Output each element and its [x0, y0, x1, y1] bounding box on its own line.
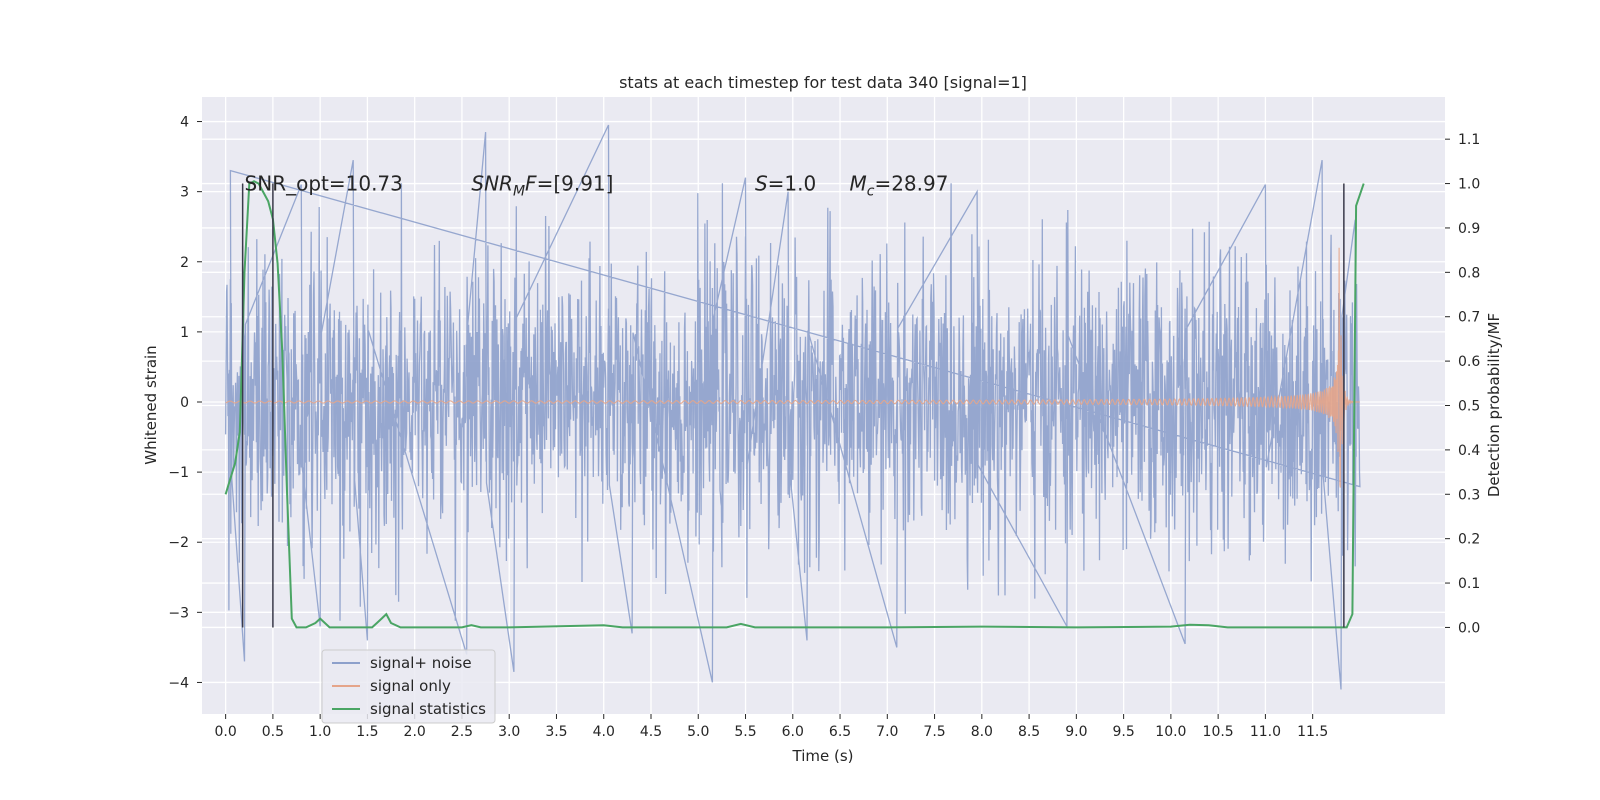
y2-tick-label: 0.6: [1458, 354, 1480, 370]
legend-label-signal-only: signal only: [370, 677, 451, 695]
legend-box: [321, 649, 496, 724]
y2-axis-label: Detection probability/MF: [1485, 313, 1503, 497]
x-tick-label: 6.0: [782, 724, 804, 740]
y2-tick-label: 1.0: [1458, 177, 1480, 193]
series-layer: [224, 124, 1365, 690]
chart-title: stats at each timestep for test data 340…: [619, 73, 1027, 92]
annotation-snr-mf: SNRMF=[9.91]: [471, 172, 613, 200]
y-tick-label: 2: [180, 255, 189, 271]
annotation-snr-opt: SNR_opt=10.73: [245, 172, 403, 196]
legend-label-signal-statistics: signal statistics: [370, 700, 486, 718]
x-tick-label: 3.5: [545, 724, 567, 740]
y2-tick-label: 0.1: [1458, 576, 1480, 592]
legend-label-signal-noise: signal+ noise: [370, 654, 472, 672]
x-tick-label: 8.5: [1018, 724, 1040, 740]
vertical-markers: [241, 183, 1345, 628]
y2-tick-label: 0.5: [1458, 399, 1480, 415]
y2-tick-label: 0.2: [1458, 532, 1480, 548]
annotation-s-value: S=1.0: [755, 172, 816, 196]
x-tick-label: 8.0: [971, 724, 993, 740]
x-tick-label: 0.5: [262, 724, 284, 740]
y-tick-label: 4: [180, 115, 189, 131]
x-tick-label: 2.5: [451, 724, 473, 740]
x-tick-label: 5.5: [734, 724, 756, 740]
x-tick-label: 2.0: [404, 724, 426, 740]
x-tick-label: 6.5: [829, 724, 851, 740]
y2-tick-label: 0.4: [1458, 443, 1480, 459]
y-tick-label: −4: [168, 675, 189, 691]
x-tick-label: 11.5: [1297, 724, 1328, 740]
x-tick-label: 4.0: [593, 724, 615, 740]
y2-tick-label: 0.9: [1458, 221, 1480, 237]
y-tick-label: 0: [180, 395, 189, 411]
x-tick-label: 5.0: [687, 724, 709, 740]
x-tick-label: 3.0: [498, 724, 520, 740]
y2-tick-label: 0.0: [1458, 620, 1480, 636]
annotations: SNR_opt=10.73 SNRMF=[9.91] S=1.0 Mc=28.97: [245, 172, 949, 200]
x-tick-label: 4.5: [640, 724, 662, 740]
ticks: 0.0 0.5 1.0 1.5 2.0 2.5 3.0 3.5 4.0 4.5 5.0 5.5 6.0 6…: [168, 115, 1480, 740]
y-tick-label: −3: [168, 605, 189, 621]
x-tick-label: 10.0: [1155, 724, 1186, 740]
y-tick-label: 1: [180, 325, 189, 341]
x-tick-label: 0.0: [214, 724, 236, 740]
x-tick-label: 9.0: [1065, 724, 1087, 740]
y2-tick-label: 0.3: [1458, 487, 1480, 503]
y-tick-label: −2: [168, 535, 189, 551]
x-tick-label: 1.5: [356, 724, 378, 740]
series-signal-only: [225, 247, 1360, 488]
series-signal-noise: [224, 124, 1361, 690]
x-tick-label: 7.0: [876, 724, 898, 740]
y-tick-label: 3: [180, 185, 189, 201]
y2-tick-label: 0.7: [1458, 310, 1480, 326]
x-axis-label: Time (s): [792, 747, 854, 765]
x-tick-label: 11.0: [1250, 724, 1281, 740]
y2-tick-label: 1.1: [1458, 132, 1480, 148]
x-tick-label: 7.5: [923, 724, 945, 740]
legend: signal+ noise signal only signal statist…: [321, 649, 496, 724]
x-tick-label: 9.5: [1112, 724, 1134, 740]
y-axis-label: Whitened strain: [142, 345, 160, 464]
annotation-mc-value: Mc=28.97: [849, 172, 948, 200]
y-tick-label: −1: [168, 465, 189, 481]
y2-tick-label: 0.8: [1458, 265, 1480, 281]
series-signal-statistics: [224, 180, 1365, 629]
x-tick-label: 10.5: [1203, 724, 1234, 740]
x-tick-label: 1.0: [309, 724, 331, 740]
